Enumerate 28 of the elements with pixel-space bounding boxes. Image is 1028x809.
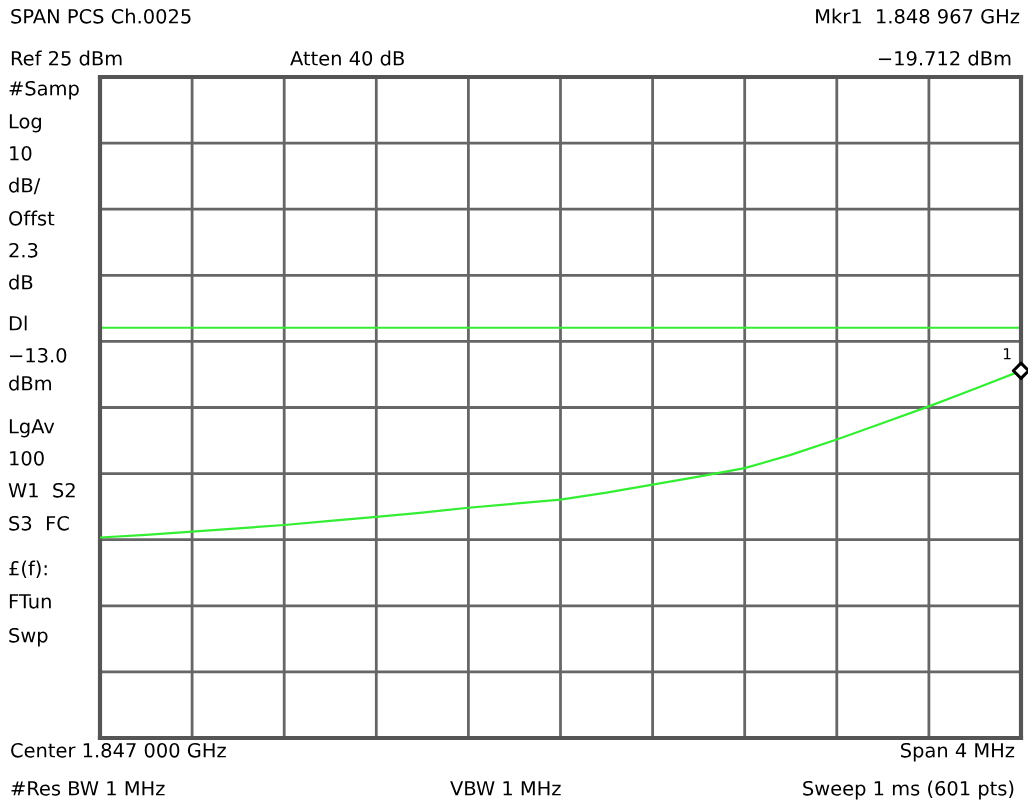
text: FTun	[9, 594, 51, 609]
text: #Res BW 1 MHz	[11, 781, 165, 796]
text: Span 4 MHz	[901, 742, 1015, 762]
text: −13.0	[10, 347, 67, 363]
text: dBm	[9, 375, 51, 391]
text: −19.712 dBm	[878, 50, 1011, 66]
text: Dl	[9, 315, 27, 331]
text: 10	[10, 145, 32, 161]
text: Swp	[9, 627, 48, 647]
text: Ref 25 dBm	[11, 50, 122, 66]
text: Atten 40 dB	[290, 50, 404, 66]
text: 1	[1003, 348, 1011, 360]
text: VBW 1 MHz	[450, 781, 561, 796]
text: Mkr1 1.848 967 GHz	[816, 8, 1020, 24]
text: dB	[9, 274, 33, 290]
text: Offst	[9, 210, 55, 226]
text: W1 S2	[8, 482, 75, 498]
text: Log	[9, 114, 41, 133]
text: Center 1.847 000 GHz	[11, 742, 226, 758]
text: LgAv	[9, 419, 55, 438]
chart-title: SPAN PCS Ch.0025	[11, 8, 191, 24]
text: £(f):	[9, 560, 47, 578]
text: S3 FC	[9, 515, 69, 531]
text: 100	[10, 450, 44, 466]
text: 2.3	[9, 242, 38, 258]
text: dB/	[9, 177, 41, 195]
text: Sweep 1 ms (601 pts)	[803, 780, 1014, 800]
text: #Samp	[9, 80, 79, 100]
